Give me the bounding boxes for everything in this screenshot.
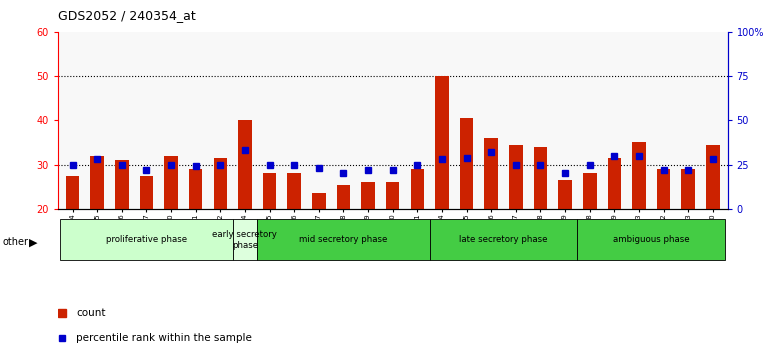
Bar (115, 160, 129, 209)
Bar (238, 120, 252, 209)
Text: GDS2052 / 240354_at: GDS2052 / 240354_at (58, 9, 196, 22)
Bar (287, 173, 301, 209)
Bar (578, 219, 725, 260)
Text: late secretory phase: late secretory phase (459, 235, 547, 244)
Bar (65, 176, 79, 209)
Bar (139, 176, 153, 209)
Bar (164, 156, 178, 209)
Bar (706, 145, 720, 209)
Bar (257, 219, 430, 260)
Bar (509, 145, 523, 209)
Text: other: other (2, 238, 28, 247)
Text: ambiguous phase: ambiguous phase (613, 235, 690, 244)
Bar (534, 147, 547, 209)
Text: ▶: ▶ (29, 238, 38, 247)
Bar (60, 219, 233, 260)
Bar (312, 193, 326, 209)
Bar (410, 169, 424, 209)
Bar (657, 169, 671, 209)
Bar (558, 180, 572, 209)
Bar (484, 138, 498, 209)
Bar (681, 169, 695, 209)
Bar (435, 76, 449, 209)
Text: percentile rank within the sample: percentile rank within the sample (76, 333, 252, 343)
Bar (386, 182, 400, 209)
Bar (460, 118, 474, 209)
Text: mid secretory phase: mid secretory phase (300, 235, 387, 244)
Text: count: count (76, 308, 105, 318)
Bar (90, 156, 104, 209)
Text: early secretory
phase: early secretory phase (213, 230, 277, 250)
Bar (583, 173, 597, 209)
Bar (213, 158, 227, 209)
Bar (608, 158, 621, 209)
Text: proliferative phase: proliferative phase (105, 235, 187, 244)
Bar (430, 219, 578, 260)
Bar (233, 219, 257, 260)
Bar (361, 182, 375, 209)
Bar (336, 184, 350, 209)
Bar (632, 143, 646, 209)
Bar (263, 173, 276, 209)
Bar (189, 169, 203, 209)
